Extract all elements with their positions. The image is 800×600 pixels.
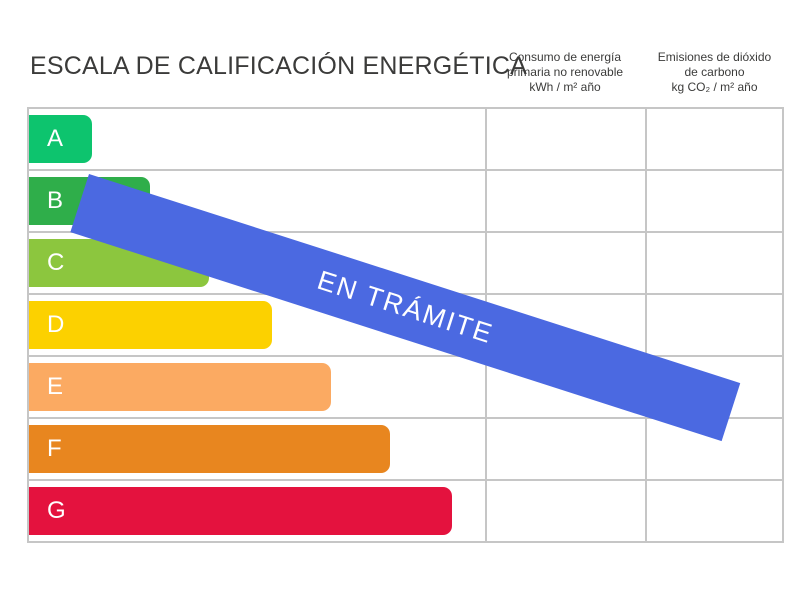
rating-letter: C [47, 249, 65, 276]
column-header-emissions: Emisiones de dióxido de carbono kg CO₂ /… [645, 50, 784, 95]
consumption-value-cell [485, 419, 645, 479]
rating-bar-cell: F [29, 419, 485, 479]
rating-letter: A [47, 125, 64, 152]
table-row: A [29, 109, 782, 171]
column-header-consumption-unit: kWh / m² año [529, 80, 601, 94]
consumption-value-cell [485, 109, 645, 169]
rating-bar: F [29, 425, 390, 473]
rating-table: A B C [27, 107, 784, 543]
rating-bar-cell: E [29, 357, 485, 417]
rating-letter: G [47, 497, 66, 524]
rating-bar-cell: A [29, 109, 485, 169]
emissions-value-cell [645, 295, 782, 355]
rating-bar-cell: D [29, 295, 485, 355]
rating-bar: A [29, 115, 92, 163]
rating-bar: D [29, 301, 272, 349]
column-header-consumption-line2: primaria no renovable [506, 65, 624, 79]
column-header-consumption: Consumo de energía primaria no renovable… [485, 50, 645, 95]
rating-bar: G [29, 487, 452, 535]
consumption-value-cell [485, 233, 645, 293]
rating-letter: E [47, 373, 64, 400]
emissions-value-cell [645, 481, 782, 541]
column-header-emissions-unit: kg CO₂ / m² año [671, 80, 758, 94]
rating-letter: D [47, 311, 65, 338]
consumption-value-cell [485, 171, 645, 231]
table-row: E [29, 357, 782, 419]
column-header-emissions-line2: de carbono [684, 65, 745, 79]
rating-letter: F [47, 435, 62, 462]
emissions-value-cell [645, 233, 782, 293]
rating-bar: E [29, 363, 331, 411]
rating-bar-cell: G [29, 481, 485, 541]
consumption-value-cell [485, 481, 645, 541]
column-header-consumption-line1: Consumo de energía [508, 50, 622, 64]
consumption-value-cell [485, 357, 645, 417]
emissions-value-cell [645, 419, 782, 479]
rating-letter: B [47, 187, 64, 214]
page-title: ESCALA DE CALIFICACIÓN ENERGÉTICA [30, 52, 527, 80]
table-row: F [29, 419, 782, 481]
table-row: G [29, 481, 782, 541]
emissions-value-cell [645, 171, 782, 231]
column-header-emissions-line1: Emisiones de dióxido [657, 50, 772, 64]
table-row: D [29, 295, 782, 357]
emissions-value-cell [645, 109, 782, 169]
